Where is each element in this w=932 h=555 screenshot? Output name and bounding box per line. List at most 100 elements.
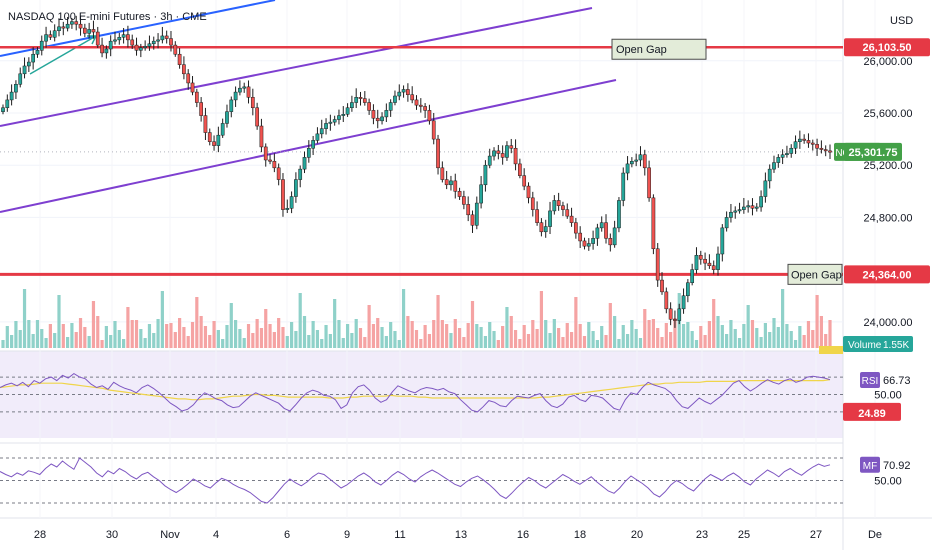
volume-bar bbox=[259, 328, 264, 348]
candle-body bbox=[733, 210, 738, 213]
volume-bar bbox=[427, 334, 432, 348]
volume-bar bbox=[681, 324, 686, 348]
volume-bar bbox=[802, 335, 806, 348]
candle-body bbox=[44, 34, 48, 42]
candle-body bbox=[647, 167, 651, 199]
open-gap-box-low bbox=[787, 263, 843, 285]
candle-body bbox=[14, 84, 18, 93]
candle-body bbox=[772, 162, 776, 170]
volume-bar bbox=[186, 336, 190, 348]
volume-bar bbox=[57, 295, 61, 348]
candle-body bbox=[341, 114, 346, 116]
volume-bar bbox=[143, 338, 147, 348]
candle-body bbox=[785, 153, 789, 156]
volume-bar bbox=[199, 316, 203, 348]
volume-bar bbox=[725, 334, 729, 348]
volume-bar bbox=[208, 335, 212, 348]
candle-body bbox=[767, 168, 772, 182]
volume-bar bbox=[440, 320, 444, 348]
candle-body bbox=[548, 210, 552, 227]
volume-bar bbox=[768, 332, 772, 348]
volume-bar bbox=[268, 324, 272, 348]
volume-bar bbox=[819, 316, 823, 348]
volume-bar bbox=[690, 331, 694, 348]
mfi-value: 70.92 bbox=[883, 460, 911, 472]
volume-bar bbox=[660, 337, 664, 348]
candle-body bbox=[212, 141, 216, 146]
candle-body bbox=[9, 91, 14, 101]
volume-bar bbox=[600, 326, 604, 348]
volume-bar bbox=[539, 291, 544, 348]
candle-body bbox=[194, 91, 199, 103]
candle-body bbox=[492, 150, 496, 157]
volume-bar bbox=[18, 330, 22, 348]
volume-bar bbox=[5, 326, 9, 348]
candles[interactable] bbox=[1, 15, 832, 328]
volume-bar bbox=[311, 321, 315, 348]
volume-bar bbox=[289, 322, 294, 348]
arrow-line bbox=[29, 35, 97, 75]
time-tick-label: 23 bbox=[696, 529, 708, 541]
volume-bar bbox=[815, 295, 819, 348]
rsi-ma-value: 24.89 bbox=[858, 408, 886, 420]
candle-body bbox=[660, 279, 664, 293]
currency-label[interactable]: USD bbox=[890, 15, 913, 27]
volume-bar bbox=[104, 326, 108, 348]
candle-body bbox=[246, 86, 251, 98]
candle-body bbox=[556, 200, 561, 206]
volume-bar bbox=[578, 324, 582, 348]
candle-body bbox=[690, 269, 695, 283]
volume-bar bbox=[324, 325, 328, 348]
last-price-label-bg bbox=[844, 142, 902, 161]
volume-bar bbox=[582, 336, 587, 348]
mfi-indicator[interactable]: MF 70.92 50.00 bbox=[0, 456, 911, 504]
volume-bar bbox=[251, 333, 255, 348]
candle-body bbox=[440, 167, 445, 180]
gap-low-price-label: 24,364.00 bbox=[863, 269, 912, 281]
candle-body bbox=[362, 98, 367, 103]
time-tick-label: De bbox=[868, 529, 882, 541]
candle-body bbox=[177, 53, 182, 65]
volume-bar bbox=[345, 324, 350, 348]
volume-bar bbox=[242, 338, 246, 348]
candle-body bbox=[35, 50, 40, 55]
candle-body bbox=[358, 97, 363, 99]
candle-body bbox=[449, 180, 453, 186]
volume-bar bbox=[613, 316, 617, 348]
candle-body bbox=[143, 46, 147, 48]
candle-body bbox=[483, 164, 488, 186]
volume-bar bbox=[703, 335, 707, 348]
volume-bar bbox=[384, 336, 388, 348]
volume-bar bbox=[798, 326, 802, 348]
volume-bar bbox=[526, 334, 531, 348]
volume-bar bbox=[643, 309, 647, 348]
volume-bar bbox=[31, 334, 35, 348]
candle-body bbox=[574, 222, 578, 234]
candle-body bbox=[238, 87, 242, 93]
candle-body bbox=[410, 94, 415, 101]
volume-bar bbox=[712, 299, 716, 348]
volume-bar bbox=[285, 336, 289, 348]
volume-badge-value: 1.55K bbox=[883, 340, 909, 351]
time-tick-label: 6 bbox=[284, 529, 290, 541]
candle-body bbox=[634, 159, 639, 162]
candle-body bbox=[22, 65, 27, 75]
candle-body bbox=[345, 107, 350, 115]
volume-bar bbox=[630, 320, 634, 348]
volume-bar bbox=[755, 328, 759, 348]
volume-bar bbox=[457, 328, 462, 348]
volume-bar bbox=[466, 323, 470, 348]
candle-body bbox=[496, 150, 501, 154]
candle-body bbox=[375, 117, 380, 122]
candle-body bbox=[668, 308, 673, 320]
gridlines bbox=[0, 0, 876, 518]
time-tick-label: 9 bbox=[344, 529, 350, 541]
candle-body bbox=[104, 48, 109, 54]
candle-body bbox=[789, 147, 794, 154]
rsi-indicator[interactable]: RSI 66.73 50.00 24.89 bbox=[0, 346, 911, 421]
volume-bar bbox=[225, 325, 229, 348]
volume-bar bbox=[669, 332, 673, 348]
candle-body bbox=[810, 142, 815, 145]
